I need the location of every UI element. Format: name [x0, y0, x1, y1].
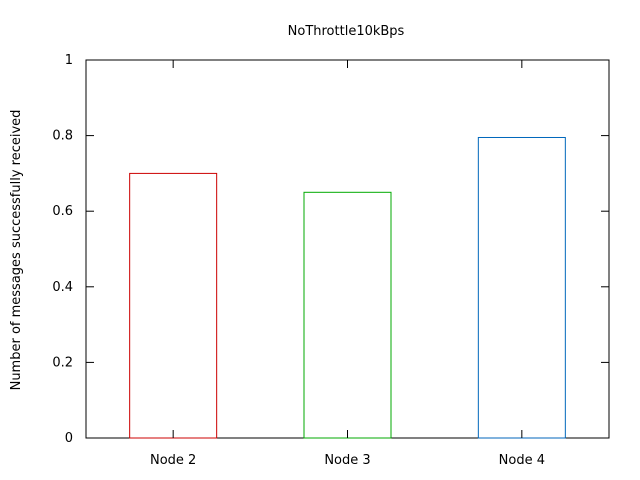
y-tick-label: 0.2 — [52, 355, 73, 370]
y-tick-label: 0.4 — [52, 280, 73, 295]
y-axis-ticks: 0 0.2 0.4 0.6 0.8 1 — [52, 53, 609, 446]
y-axis-label: Number of messages successfully received — [9, 110, 24, 391]
x-tick-label: Node 4 — [499, 453, 545, 468]
y-tick-label: 0.8 — [52, 129, 73, 144]
y-tick-label: 0 — [65, 431, 73, 446]
x-tick-label: Node 2 — [150, 453, 196, 468]
bar-node-4 — [477, 136, 566, 439]
plot-frame — [85, 59, 610, 439]
y-tick-label: 0.6 — [52, 204, 73, 219]
x-tick-label: Node 3 — [324, 453, 370, 468]
chart-title: NoThrottle10kBps — [288, 24, 405, 39]
bar-node-3 — [303, 191, 392, 439]
bar-node-2 — [129, 172, 218, 439]
x-axis-ticks: Node 2 Node 3 Node 4 — [150, 60, 545, 468]
bars — [129, 136, 566, 439]
y-tick-label: 1 — [65, 53, 73, 68]
